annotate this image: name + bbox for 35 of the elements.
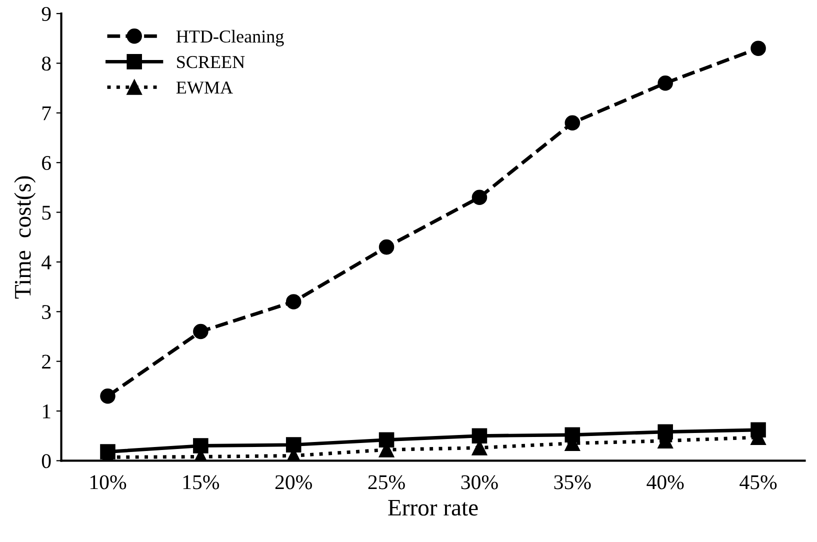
x-tick-label: 40% — [646, 475, 684, 490]
y-axis-title: Time cost(s) — [14, 176, 36, 299]
point — [378, 239, 394, 255]
x-axis-title: Error rate — [388, 500, 478, 516]
point — [750, 40, 766, 56]
y-tick-label: 9 — [42, 6, 51, 21]
y-tick-label: 6 — [42, 156, 51, 170]
legend-label: SCREEN — [177, 56, 245, 68]
point — [286, 437, 302, 452]
legend-label: HTD-Cleaning — [176, 30, 284, 46]
y-tick-label: 2 — [42, 354, 50, 369]
x-tick-label: 35% — [554, 475, 591, 490]
y-tick-label: 8 — [42, 56, 51, 71]
point — [286, 294, 302, 310]
y-tick-label: 1 — [42, 404, 50, 418]
point — [564, 115, 580, 130]
legend-label: EWMA — [176, 82, 233, 94]
point — [193, 324, 208, 340]
x-tick-label: 25% — [368, 475, 405, 490]
y-tick-label: 7 — [42, 106, 51, 120]
y-tick-label: 0 — [42, 454, 51, 468]
y-tick-label: 4 — [42, 255, 52, 270]
x-tick-label: 45% — [740, 475, 777, 490]
x-tick-label: 20% — [275, 475, 312, 490]
point — [193, 438, 208, 454]
point — [472, 190, 488, 206]
point — [100, 388, 116, 404]
y-tick-label: 3 — [42, 305, 51, 320]
x-tick-label: 30% — [461, 475, 498, 490]
point — [378, 432, 394, 448]
point — [472, 428, 488, 444]
point — [658, 75, 673, 91]
x-tick-label: 15% — [183, 475, 220, 490]
y-tick-label: 5 — [42, 206, 51, 220]
x-tick-label: 10% — [90, 475, 126, 490]
